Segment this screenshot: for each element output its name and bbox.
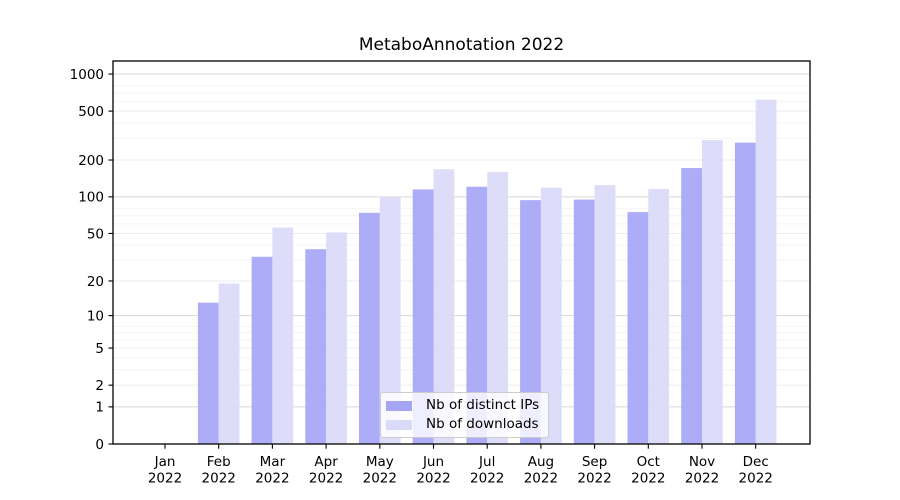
bar-downloads-sep xyxy=(594,185,616,444)
bar-distinct-ips-sep xyxy=(573,199,595,444)
bar-downloads-jul xyxy=(487,171,508,444)
x-tick-label-month: Feb xyxy=(207,454,231,470)
bar-distinct-ips-jun xyxy=(412,189,434,444)
x-tick-label-year: 2022 xyxy=(416,471,450,487)
legend-label-distinct-ips: Nb of distinct IPs xyxy=(426,397,540,413)
x-tick-label-year: 2022 xyxy=(470,471,504,487)
x-tick-label-year: 2022 xyxy=(524,471,558,487)
bar-downloads-feb xyxy=(218,283,240,444)
y-tick-label: 0 xyxy=(95,437,104,453)
x-tick-label-month: Mar xyxy=(260,454,286,470)
x-tick-label-month: Apr xyxy=(314,454,338,470)
x-tick-label-month: Jun xyxy=(422,454,444,470)
x-tick-label-month: May xyxy=(366,454,394,470)
x-tick-label-year: 2022 xyxy=(255,471,289,487)
bar-distinct-ips-mar xyxy=(251,256,273,444)
legend-label-downloads: Nb of downloads xyxy=(426,416,539,432)
x-tick-label-month: Oct xyxy=(637,454,660,470)
x-tick-label-month: Dec xyxy=(743,454,769,470)
bar-downloads-may xyxy=(379,196,401,444)
bar-distinct-ips-apr xyxy=(305,249,327,444)
bar-downloads-apr xyxy=(326,232,347,444)
x-tick-label-month: Sep xyxy=(582,454,607,470)
bar-distinct-ips-aug xyxy=(520,200,541,444)
x-tick-label-month: Jul xyxy=(478,454,495,470)
x-tick-label-year: 2022 xyxy=(202,471,236,487)
x-tick-label-year: 2022 xyxy=(577,471,611,487)
y-tick-label: 1 xyxy=(95,400,104,416)
bar-distinct-ips-oct xyxy=(627,212,649,444)
legend-entry-distinct-ips: Nb of distinct IPs xyxy=(386,396,539,415)
y-tick-label: 10 xyxy=(87,308,104,324)
x-tick-label-year: 2022 xyxy=(685,471,719,487)
bar-downloads-mar xyxy=(272,227,294,444)
chart-title: MetaboAnnotation 2022 xyxy=(358,35,565,55)
y-tick-label: 50 xyxy=(87,226,104,242)
y-tick-label: 5 xyxy=(95,341,104,357)
bar-distinct-ips-may xyxy=(359,212,380,444)
x-tick-label-month: Nov xyxy=(689,454,715,470)
y-tick-label: 20 xyxy=(87,274,104,290)
x-tick-label-year: 2022 xyxy=(309,471,343,487)
bar-downloads-nov xyxy=(702,140,723,444)
x-tick-label-month: Jan xyxy=(154,454,176,470)
legend-swatch-distinct-ips xyxy=(386,400,412,411)
bar-downloads-dec xyxy=(755,99,777,444)
bar-distinct-ips-jul xyxy=(466,186,488,444)
plot-border xyxy=(112,60,811,445)
bar-downloads-aug xyxy=(540,187,562,444)
x-tick-label-year: 2022 xyxy=(739,471,773,487)
x-tick-label-year: 2022 xyxy=(363,471,397,487)
x-tick-label-year: 2022 xyxy=(631,471,665,487)
y-tick-label: 1000 xyxy=(70,67,104,83)
bar-downloads-oct xyxy=(648,188,670,444)
x-tick-label-month: Aug xyxy=(528,454,554,470)
bar-distinct-ips-feb xyxy=(197,302,219,444)
bar-distinct-ips-nov xyxy=(681,168,702,444)
y-tick-label: 500 xyxy=(78,104,104,120)
y-tick-label: 2 xyxy=(95,378,104,394)
y-tick-label: 200 xyxy=(78,153,104,169)
y-tick-label: 100 xyxy=(78,190,104,206)
bar-downloads-jun xyxy=(433,169,455,444)
legend-entry-downloads: Nb of downloads xyxy=(386,415,539,434)
x-tick-label-year: 2022 xyxy=(148,471,182,487)
legend: Nb of distinct IPs Nb of downloads xyxy=(380,392,550,438)
bar-distinct-ips-dec xyxy=(734,142,756,444)
legend-swatch-downloads xyxy=(386,419,412,430)
